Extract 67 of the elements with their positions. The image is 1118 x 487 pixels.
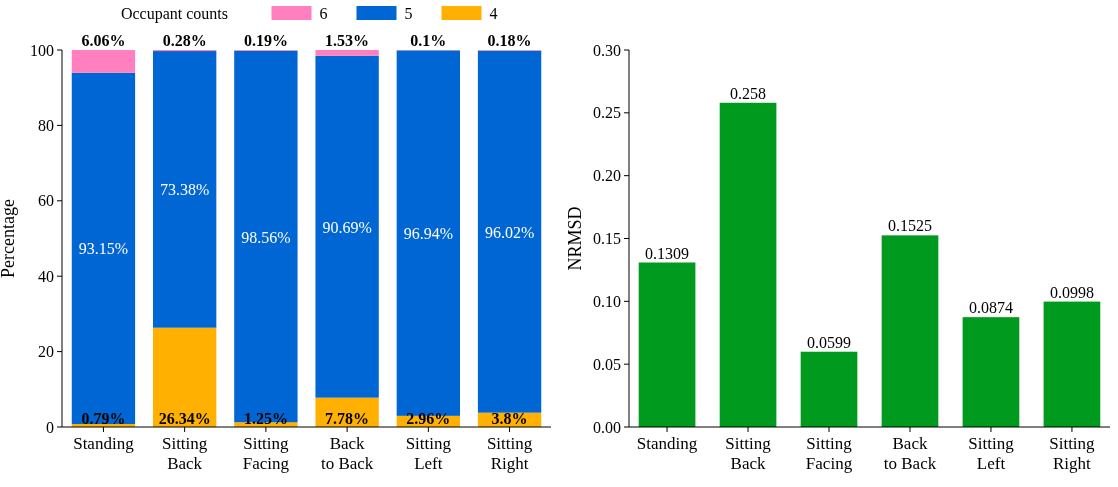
bar: [719, 102, 777, 427]
data-label: 0.1309: [645, 244, 690, 262]
x-tick-label: Standing: [636, 434, 698, 453]
data-label: 0.0998: [1049, 283, 1094, 301]
bar: [152, 51, 217, 328]
data-label: 96.02%: [484, 223, 535, 241]
y-tick-label: 100: [30, 41, 54, 59]
y-tick-label: 0.25: [593, 104, 621, 122]
data-label: 0.1525: [887, 217, 932, 235]
data-label: 1.53%: [325, 32, 370, 49]
data-label: 0.28%: [162, 32, 207, 49]
data-label: 3.8%: [491, 410, 528, 427]
y-tick-label: 0.15: [593, 230, 621, 248]
data-label: 6.06%: [81, 32, 126, 49]
y-axis-title: NRMSD: [565, 206, 585, 271]
bar: [315, 55, 379, 398]
data-label: 0.18%: [487, 32, 532, 49]
y-tick-label: 0: [46, 418, 54, 436]
bar: [71, 72, 136, 425]
data-label: 0.79%: [81, 410, 126, 427]
x-tick-label: Sitting Facing: [242, 434, 290, 473]
x-tick-label: Sitting Back: [161, 434, 208, 473]
y-tick-label: 0.05: [593, 355, 621, 373]
y-tick-label: 60: [38, 192, 54, 210]
data-label: 93.15%: [78, 240, 129, 258]
bar: [962, 317, 1020, 427]
bar: [234, 50, 298, 423]
x-tick-label: Sitting Facing: [805, 434, 853, 473]
data-label: 96.94%: [403, 225, 454, 243]
data-label: 0.0874: [968, 299, 1013, 317]
data-label: 0.1%: [410, 32, 447, 49]
y-axis-title: Percentage: [0, 199, 18, 278]
x-tick-label: Sitting Right: [1049, 434, 1096, 473]
x-tick-label: Back to Back: [320, 434, 374, 473]
y-tick-label: 80: [38, 117, 54, 134]
data-label: 90.69%: [322, 218, 372, 236]
y-tick-label: 0.00: [593, 418, 621, 436]
data-label: 98.56%: [241, 228, 291, 246]
x-tick-label: Sitting Left: [405, 434, 452, 473]
data-label: 7.78%: [325, 410, 370, 427]
data-label: 73.38%: [159, 181, 210, 199]
data-label: 0.19%: [243, 32, 288, 49]
legend-label: 6: [319, 5, 328, 22]
bar: [881, 235, 939, 427]
x-tick-label: Back to Back: [883, 434, 937, 473]
y-tick-label: 0.30: [593, 41, 621, 59]
bar: [71, 50, 136, 73]
legend-label: 4: [489, 5, 498, 22]
x-tick-label: Sitting Left: [968, 434, 1015, 473]
bar: [1043, 301, 1101, 427]
data-label: 0.258: [730, 84, 767, 102]
x-tick-label: Sitting Back: [725, 434, 772, 473]
bar: [152, 327, 217, 427]
y-tick-label: 20: [38, 343, 54, 361]
data-label: 26.34%: [158, 410, 211, 427]
data-label: 0.0599: [807, 333, 852, 351]
y-tick-label: 40: [38, 267, 54, 285]
bar: [638, 262, 696, 427]
legend-title: Occupant counts: [120, 5, 229, 23]
bar: [315, 50, 379, 56]
bar: [800, 351, 858, 427]
x-tick-label: Standing: [73, 434, 135, 453]
y-tick-label: 0.20: [593, 167, 621, 185]
bar: [477, 50, 542, 413]
x-tick-label: Sitting Right: [486, 434, 533, 473]
y-tick-label: 0.10: [593, 292, 621, 310]
legend-label: 5: [404, 5, 413, 22]
